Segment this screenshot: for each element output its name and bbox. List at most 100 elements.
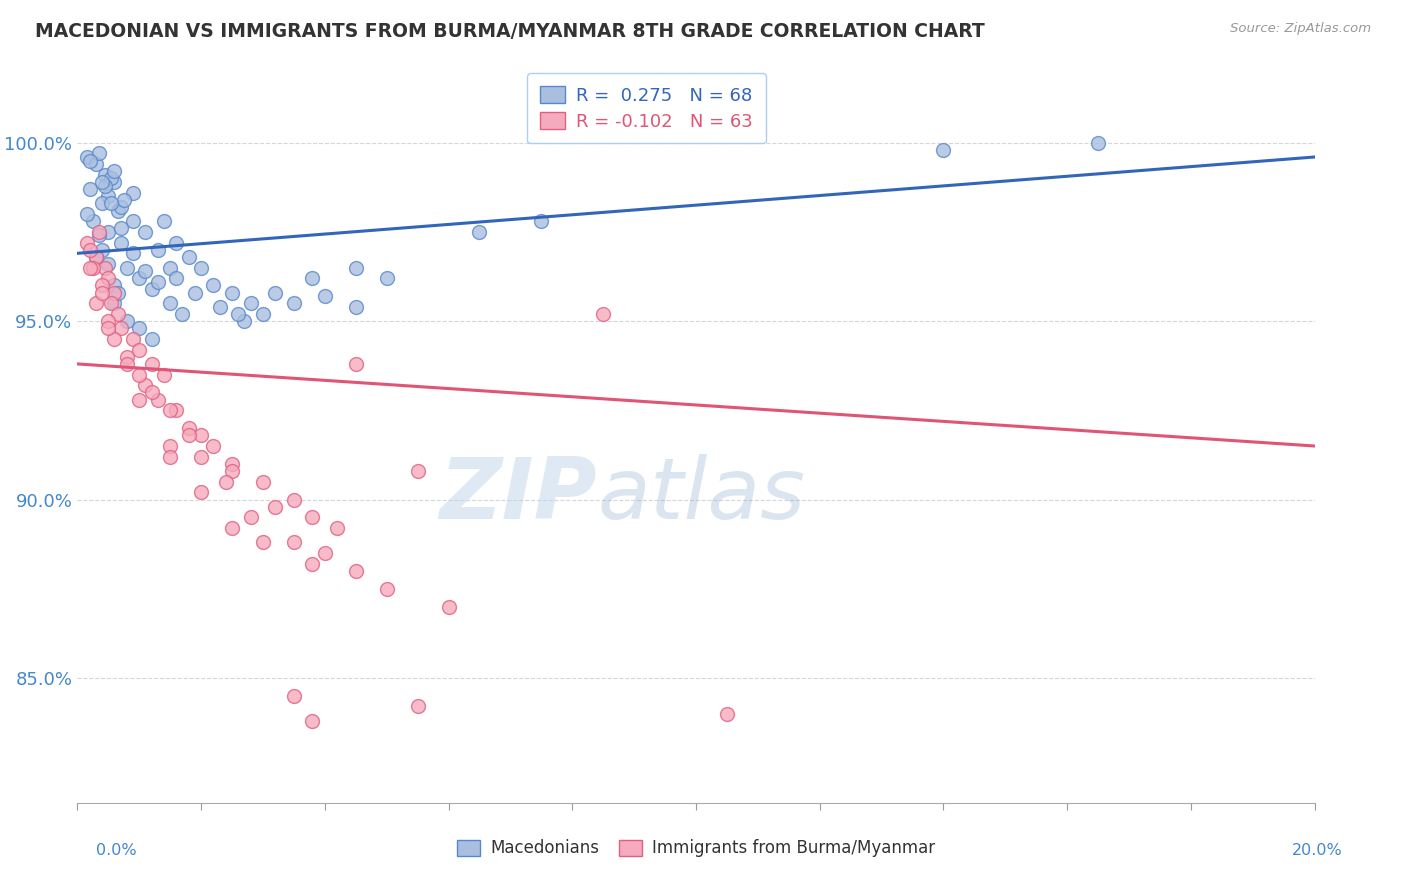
Point xyxy=(128,343,150,357)
Text: 0.0%: 0.0% xyxy=(96,843,136,858)
Point xyxy=(1087,136,1109,150)
Point xyxy=(177,250,200,264)
Point xyxy=(94,178,117,193)
Point xyxy=(184,285,207,300)
Point xyxy=(375,271,398,285)
Point xyxy=(301,510,323,524)
Point xyxy=(468,225,491,239)
Point xyxy=(264,285,287,300)
Point xyxy=(239,296,262,310)
Point xyxy=(221,285,243,300)
Point xyxy=(100,171,122,186)
Point xyxy=(252,475,274,489)
Point xyxy=(103,332,125,346)
Point xyxy=(94,260,117,275)
Point xyxy=(84,157,107,171)
Point xyxy=(221,457,243,471)
Point xyxy=(301,714,323,728)
Point xyxy=(122,214,145,228)
Point xyxy=(100,196,122,211)
Point xyxy=(153,368,176,382)
Point xyxy=(159,296,181,310)
Point xyxy=(134,378,156,392)
Point xyxy=(165,271,187,285)
Point xyxy=(97,271,120,285)
Point xyxy=(115,350,138,364)
Point xyxy=(202,278,225,293)
Point xyxy=(91,278,114,293)
Point xyxy=(177,428,200,442)
Point xyxy=(283,492,305,507)
Point xyxy=(314,289,336,303)
Point xyxy=(344,564,367,578)
Point xyxy=(87,228,110,243)
Text: MACEDONIAN VS IMMIGRANTS FROM BURMA/MYANMAR 8TH GRADE CORRELATION CHART: MACEDONIAN VS IMMIGRANTS FROM BURMA/MYAN… xyxy=(35,22,984,41)
Point xyxy=(79,153,101,168)
Point xyxy=(252,535,274,549)
Point xyxy=(97,257,120,271)
Point xyxy=(110,200,132,214)
Point xyxy=(264,500,287,514)
Point xyxy=(172,307,194,321)
Point xyxy=(239,510,262,524)
Point xyxy=(122,332,145,346)
Point xyxy=(79,260,101,275)
Point xyxy=(141,385,163,400)
Point xyxy=(283,296,305,310)
Point xyxy=(208,300,231,314)
Point xyxy=(122,186,145,200)
Point xyxy=(437,599,460,614)
Point xyxy=(91,175,114,189)
Point xyxy=(141,282,163,296)
Point xyxy=(326,521,349,535)
Point xyxy=(153,214,176,228)
Point xyxy=(79,243,101,257)
Point xyxy=(100,296,122,310)
Point xyxy=(221,464,243,478)
Point xyxy=(84,250,107,264)
Point xyxy=(128,368,150,382)
Point xyxy=(128,271,150,285)
Point xyxy=(84,250,107,264)
Point xyxy=(159,450,181,464)
Point xyxy=(112,193,135,207)
Point xyxy=(107,203,129,218)
Point xyxy=(110,221,132,235)
Point xyxy=(110,235,132,250)
Point xyxy=(530,214,553,228)
Point xyxy=(344,357,367,371)
Point xyxy=(84,296,107,310)
Point xyxy=(128,392,150,407)
Point xyxy=(128,321,150,335)
Point xyxy=(91,196,114,211)
Point xyxy=(190,428,212,442)
Point xyxy=(344,260,367,275)
Point xyxy=(103,285,125,300)
Point xyxy=(76,235,98,250)
Point xyxy=(134,225,156,239)
Point xyxy=(406,699,429,714)
Point xyxy=(97,189,120,203)
Point xyxy=(221,521,243,535)
Point xyxy=(103,175,125,189)
Point xyxy=(107,285,129,300)
Point xyxy=(314,546,336,560)
Point xyxy=(159,260,181,275)
Point xyxy=(190,450,212,464)
Point xyxy=(146,392,169,407)
Point xyxy=(76,150,98,164)
Point xyxy=(252,307,274,321)
Point xyxy=(226,307,249,321)
Point xyxy=(406,464,429,478)
Point xyxy=(159,403,181,417)
Point xyxy=(141,332,163,346)
Point xyxy=(91,285,114,300)
Point xyxy=(190,485,212,500)
Point xyxy=(87,225,110,239)
Point xyxy=(344,300,367,314)
Point xyxy=(115,357,138,371)
Point xyxy=(115,314,138,328)
Point xyxy=(82,260,104,275)
Point xyxy=(283,689,305,703)
Text: 20.0%: 20.0% xyxy=(1292,843,1343,858)
